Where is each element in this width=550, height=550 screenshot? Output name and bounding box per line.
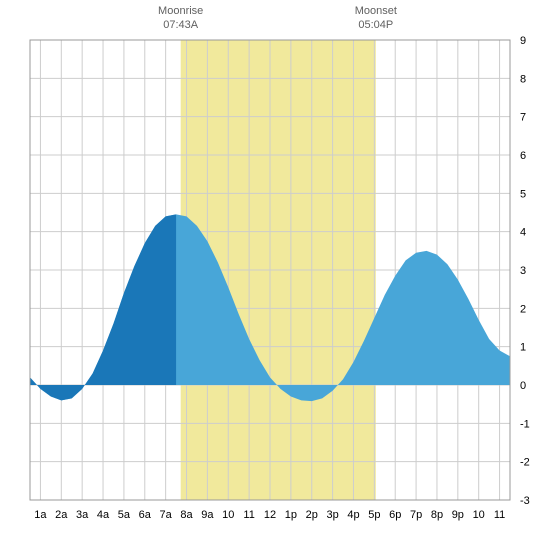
x-tick-label: 10 <box>222 509 234 521</box>
y-tick-label: -2 <box>520 457 530 469</box>
x-tick-label: 11 <box>494 509 505 521</box>
moonset-label: Moonset <box>355 5 397 17</box>
tide-chart: -3-2-101234567891a2a3a4a5a6a7a8a9a101112… <box>0 0 550 550</box>
moonrise-label: Moonrise <box>158 5 203 17</box>
moonrise-time: 07:43A <box>163 19 199 31</box>
y-tick-label: 2 <box>520 303 526 315</box>
y-tick-label: 5 <box>520 188 526 200</box>
x-tick-label: 9a <box>201 509 214 521</box>
y-tick-label: 0 <box>520 380 526 392</box>
x-tick-label: 1a <box>34 509 47 521</box>
moonset-time: 05:04P <box>358 19 393 31</box>
y-tick-label: 7 <box>520 112 526 124</box>
x-tick-label: 5a <box>118 509 131 521</box>
x-tick-label: 3a <box>76 509 89 521</box>
x-tick-label: 6a <box>139 509 152 521</box>
x-tick-label: 4p <box>347 509 359 521</box>
y-tick-label: 1 <box>520 342 526 354</box>
x-tick-label: 7a <box>160 509 173 521</box>
x-tick-label: 9p <box>452 509 464 521</box>
y-tick-label: -1 <box>520 418 530 430</box>
x-tick-label: 8a <box>180 509 193 521</box>
x-tick-label: 2p <box>306 509 318 521</box>
y-tick-label: -3 <box>520 495 530 507</box>
x-tick-label: 6p <box>389 509 401 521</box>
x-tick-label: 10 <box>473 509 485 521</box>
x-tick-label: 4a <box>97 509 110 521</box>
x-tick-label: 7p <box>410 509 422 521</box>
y-tick-label: 6 <box>520 150 526 162</box>
y-tick-label: 9 <box>520 35 526 47</box>
x-tick-label: 3p <box>326 509 338 521</box>
x-tick-label: 11 <box>243 509 254 521</box>
x-tick-label: 2a <box>55 509 68 521</box>
x-tick-label: 1p <box>285 509 297 521</box>
x-tick-label: 8p <box>431 509 443 521</box>
y-tick-label: 3 <box>520 265 526 277</box>
y-tick-label: 8 <box>520 73 526 85</box>
y-tick-label: 4 <box>520 227 526 239</box>
x-tick-label: 12 <box>264 509 276 521</box>
x-tick-label: 5p <box>368 509 380 521</box>
